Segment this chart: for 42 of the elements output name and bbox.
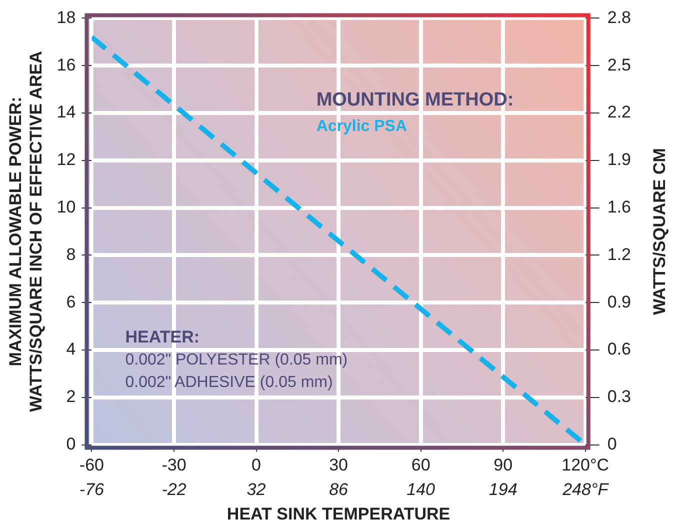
x-tick-label: 60 <box>411 456 430 475</box>
x2-tick-label: 248°F <box>562 480 610 500</box>
y-axis-title: MAXIMUM ALLOWABLE POWER: WATTS/SQUARE INCH OF EFFECTIVE AREA <box>6 51 46 412</box>
y2-tick-label: 2.8 <box>607 8 632 27</box>
annotation: 0.002" ADHESIVE (0.05 mm) <box>125 374 333 391</box>
y2-tick-label: 1.6 <box>607 197 632 216</box>
x2-tick-label: 86 <box>329 480 349 500</box>
y2-tick-label: 0.6 <box>607 340 632 359</box>
x-tick-label: -60 <box>79 456 104 475</box>
y2-tick-label: 0.9 <box>607 292 632 312</box>
y2-tick-label: 2.2 <box>607 102 632 122</box>
x2-tick-label: 32 <box>246 480 266 500</box>
x2-tick-label: -22 <box>162 480 187 500</box>
y2-axis-title: WATTS/SQUARE CM <box>650 148 669 315</box>
x-tick-label: -30 <box>162 456 186 475</box>
y-tick-label: 4 <box>66 340 76 359</box>
y-tick-label: 0 <box>66 434 76 454</box>
x-tick-label: 90 <box>494 456 513 475</box>
annotation: HEATER: <box>125 327 200 346</box>
y2-tick-label: 2.5 <box>607 55 632 74</box>
y2-tick-label: 1.2 <box>607 244 632 264</box>
x2-tick-label: 194 <box>488 480 518 500</box>
y-tick-label: 10 <box>56 197 76 216</box>
text: Acrylic PSA <box>316 118 408 136</box>
x2-tick-label: 140 <box>406 480 436 500</box>
x-tick-label: 30 <box>329 456 348 475</box>
y-tick-label: 2 <box>66 387 76 406</box>
y-tick-label: 6 <box>66 292 76 312</box>
annotation: 0.002" POLYESTER (0.05 mm) <box>125 352 348 369</box>
y-tick-label: 16 <box>56 55 76 74</box>
x-tick-label: 0 <box>252 456 261 475</box>
x2-tick-label: -76 <box>79 480 105 500</box>
y-tick-label: 12 <box>56 150 76 170</box>
y2-tick-label: 0 <box>607 434 617 454</box>
x-axis-title: HEAT SINK TEMPERATURE <box>226 504 450 524</box>
y2-tick-label: 0.3 <box>607 387 632 406</box>
y-tick-label: 14 <box>56 102 76 122</box>
y2-tick-label: 1.9 <box>607 150 632 170</box>
x-tick-label: 120°C <box>562 456 610 475</box>
y-tick-label: 8 <box>66 244 76 264</box>
annotation: MOUNTING METHOD: <box>316 90 514 111</box>
y-tick-label: 18 <box>56 8 76 27</box>
